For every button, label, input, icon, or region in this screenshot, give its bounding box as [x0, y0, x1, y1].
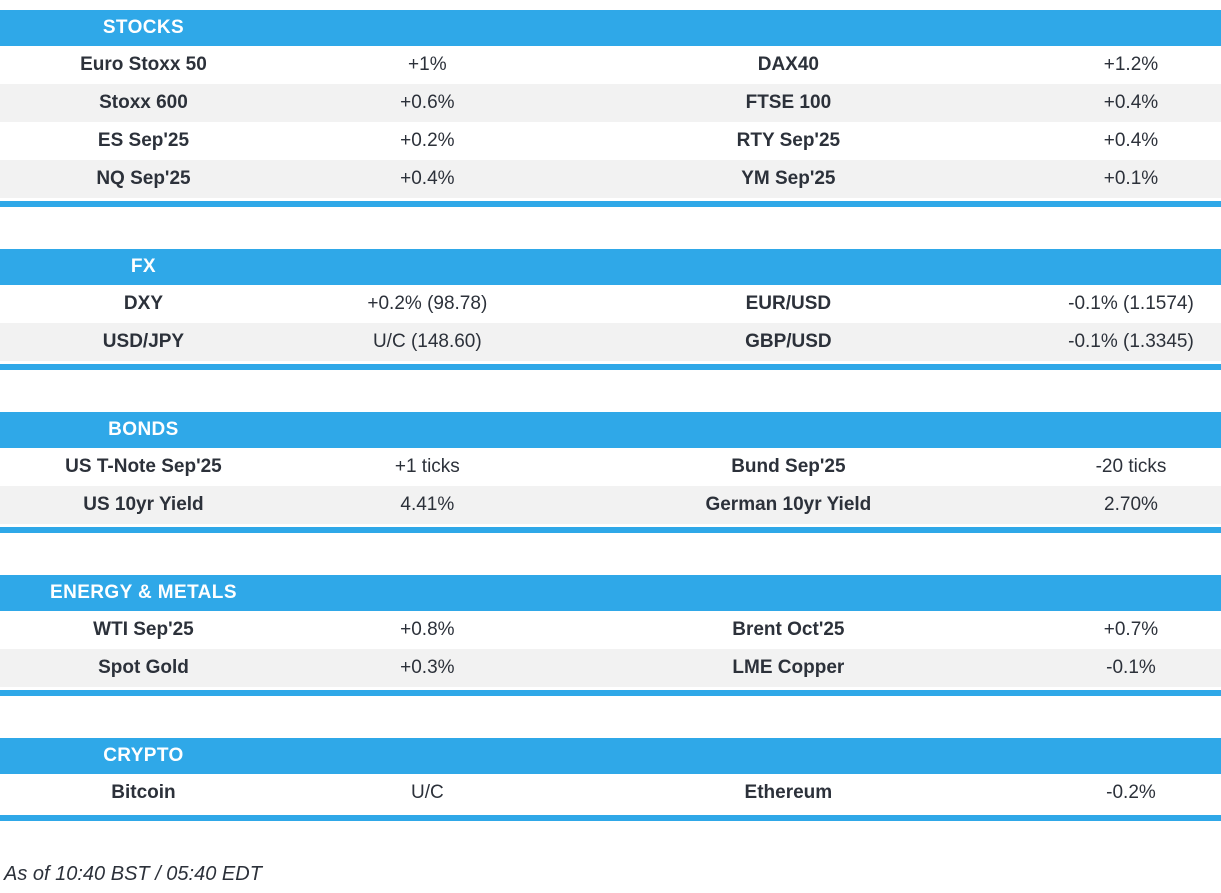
instrument-name: German 10yr Yield: [705, 494, 872, 515]
section-title: BONDS: [108, 419, 179, 440]
instrument-value: +1.2%: [1103, 54, 1159, 75]
section-separator: [0, 690, 1221, 696]
table-row: Bitcoin U/C Ethereum -0.2%: [0, 774, 1221, 812]
instrument-value: +0.2%: [400, 130, 455, 151]
instrument-name: US T-Note Sep'25: [65, 456, 222, 477]
instrument-value: +0.7%: [1103, 619, 1159, 640]
section-header: CRYPTO: [0, 738, 1221, 774]
section-header: FX: [0, 249, 1221, 285]
table-row: ES Sep'25 +0.2% RTY Sep'25 +0.4%: [0, 122, 1221, 160]
instrument-name: RTY Sep'25: [736, 130, 841, 151]
section-separator: [0, 201, 1221, 207]
instrument-name: Ethereum: [744, 782, 833, 803]
instrument-value: -0.2%: [1106, 782, 1156, 803]
instrument-name: EUR/USD: [745, 293, 832, 314]
instrument-value: +0.4%: [400, 168, 455, 189]
section-separator: [0, 815, 1221, 821]
instrument-value: 2.70%: [1104, 494, 1158, 515]
instrument-name: LME Copper: [732, 657, 845, 678]
section-title: FX: [130, 256, 156, 277]
instrument-name: NQ Sep'25: [96, 168, 191, 189]
instrument-value: +1 ticks: [394, 456, 460, 477]
instrument-value: -0.1% (1.1574): [1068, 293, 1194, 314]
instrument-value: +0.2% (98.78): [367, 293, 488, 314]
section-separator: [0, 364, 1221, 370]
table-row: WTI Sep'25 +0.8% Brent Oct'25 +0.7%: [0, 611, 1221, 649]
instrument-name: Bund Sep'25: [731, 456, 846, 477]
instrument-value: -20 ticks: [1095, 456, 1167, 477]
table-row: US 10yr Yield 4.41% German 10yr Yield 2.…: [0, 486, 1221, 524]
instrument-name: DAX40: [757, 54, 819, 75]
table-row: USD/JPY U/C (148.60) GBP/USD -0.1% (1.33…: [0, 323, 1221, 361]
table-row: US T-Note Sep'25 +1 ticks Bund Sep'25 -2…: [0, 448, 1221, 486]
instrument-value: +0.6%: [400, 92, 455, 113]
section-title: CRYPTO: [103, 745, 184, 766]
instrument-name: Spot Gold: [98, 657, 189, 678]
instrument-name: US 10yr Yield: [83, 494, 204, 515]
instrument-value: +0.3%: [400, 657, 455, 678]
section-title: STOCKS: [102, 17, 185, 38]
section-separator: [0, 527, 1221, 533]
instrument-name: USD/JPY: [102, 331, 185, 352]
section-header: STOCKS: [0, 10, 1221, 46]
instrument-value: +1%: [408, 54, 447, 75]
instrument-name: Euro Stoxx 50: [80, 54, 207, 75]
table-row: Stoxx 600 +0.6% FTSE 100 +0.4%: [0, 84, 1221, 122]
instrument-name: YM Sep'25: [741, 168, 836, 189]
instrument-name: WTI Sep'25: [93, 619, 194, 640]
timestamp-note: As of 10:40 BST / 05:40 EDT: [4, 863, 262, 885]
instrument-name: Brent Oct'25: [732, 619, 845, 640]
instrument-value: -0.1% (1.3345): [1068, 331, 1194, 352]
instrument-value: 4.41%: [400, 494, 455, 515]
instrument-value: +0.4%: [1103, 92, 1159, 113]
instrument-name: DXY: [123, 293, 163, 314]
section-header: BONDS: [0, 412, 1221, 448]
instrument-value: U/C (148.60): [372, 331, 482, 352]
instrument-value: +0.8%: [400, 619, 455, 640]
instrument-value: +0.1%: [1103, 168, 1159, 189]
section-stocks: STOCKS Euro Stoxx 50 +1% DAX40 +1.2% Sto…: [0, 10, 1221, 207]
instrument-value: U/C: [410, 782, 444, 803]
section-header: ENERGY & METALS: [0, 575, 1221, 611]
table-row: NQ Sep'25 +0.4% YM Sep'25 +0.1%: [0, 160, 1221, 198]
instrument-name: Bitcoin: [111, 782, 176, 803]
section-bonds: BONDS US T-Note Sep'25 +1 ticks Bund Sep…: [0, 412, 1221, 533]
section-crypto: CRYPTO Bitcoin U/C Ethereum -0.2%: [0, 738, 1221, 821]
instrument-value: +0.4%: [1103, 130, 1159, 151]
section-energy-metals: ENERGY & METALS WTI Sep'25 +0.8% Brent O…: [0, 575, 1221, 696]
instrument-name: Stoxx 600: [99, 92, 188, 113]
table-row: Euro Stoxx 50 +1% DAX40 +1.2%: [0, 46, 1221, 84]
instrument-name: FTSE 100: [745, 92, 832, 113]
section-title: ENERGY & METALS: [50, 582, 237, 603]
table-row: Spot Gold +0.3% LME Copper -0.1%: [0, 649, 1221, 687]
table-row: DXY +0.2% (98.78) EUR/USD -0.1% (1.1574): [0, 285, 1221, 323]
instrument-name: ES Sep'25: [97, 130, 190, 151]
section-fx: FX DXY +0.2% (98.78) EUR/USD -0.1% (1.15…: [0, 249, 1221, 370]
instrument-value: -0.1%: [1106, 657, 1156, 678]
instrument-name: GBP/USD: [745, 331, 832, 352]
